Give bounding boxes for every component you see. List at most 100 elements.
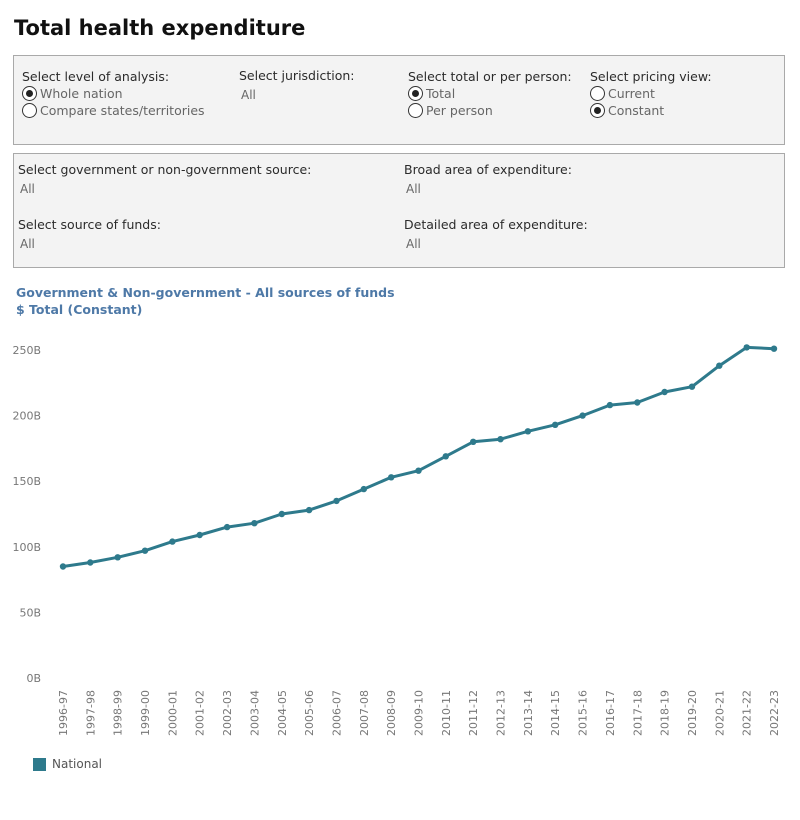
- x-tick-label: 2020-21: [713, 690, 726, 736]
- pricing-view-label: Select pricing view:: [590, 69, 712, 84]
- data-point: [388, 474, 395, 481]
- government-source-label: Select government or non-government sour…: [18, 162, 312, 177]
- data-point: [114, 554, 121, 561]
- radio-whole-nation[interactable]: Whole nation: [22, 85, 205, 102]
- data-point: [141, 547, 149, 554]
- radio-constant[interactable]: Constant: [590, 102, 712, 119]
- jurisdiction-value[interactable]: All: [241, 88, 256, 102]
- data-point: [552, 421, 559, 428]
- x-tick-label: 2005-06: [303, 690, 316, 736]
- x-tick-label: 2014-15: [549, 690, 562, 736]
- legend-swatch: [33, 757, 46, 771]
- detailed-area-value[interactable]: All: [406, 237, 421, 251]
- y-tick-label: 250B: [12, 344, 41, 357]
- data-point: [606, 401, 614, 409]
- source-of-funds-label: Select source of funds:: [18, 217, 161, 232]
- y-tick-label: 0B: [26, 672, 41, 685]
- data-point: [196, 531, 203, 539]
- data-point: [770, 345, 778, 352]
- data-point: [524, 428, 532, 435]
- jurisdiction-label: Select jurisdiction:: [239, 68, 355, 83]
- broad-area-label: Broad area of expenditure:: [404, 162, 572, 177]
- x-tick-label: 2010-11: [440, 690, 453, 736]
- chart-subtitle: $ Total (Constant): [16, 302, 143, 317]
- y-tick-label: 150B: [12, 475, 41, 488]
- radio-total[interactable]: Total: [408, 85, 572, 102]
- radio-current[interactable]: Current: [590, 85, 712, 102]
- radio-icon: [590, 86, 605, 101]
- x-tick-label: 2008-09: [385, 690, 398, 736]
- data-point: [661, 388, 668, 396]
- radio-icon: [22, 86, 37, 101]
- data-point: [59, 563, 67, 570]
- y-tick-label: 100B: [12, 541, 41, 554]
- radio-label: Constant: [608, 103, 665, 118]
- data-point: [634, 399, 641, 406]
- government-source-value[interactable]: All: [20, 182, 35, 196]
- data-point: [688, 383, 696, 390]
- radio-compare-states[interactable]: Compare states/territories: [22, 102, 205, 119]
- x-tick-label: 2018-19: [659, 690, 672, 736]
- radio-icon: [408, 103, 423, 118]
- chart-title: Government & Non-government - All source…: [16, 285, 395, 300]
- data-point: [470, 438, 477, 445]
- pricing-view-control: Select pricing view: Current Constant: [590, 69, 712, 119]
- x-tick-label: 1998-99: [112, 690, 125, 736]
- x-tick-label: 2011-12: [467, 690, 480, 736]
- x-tick-label: 2004-05: [276, 690, 289, 736]
- x-tick-label: 2013-14: [522, 690, 535, 736]
- x-tick-label: 2017-18: [631, 690, 644, 736]
- source-of-funds-value[interactable]: All: [20, 237, 35, 251]
- radio-label: Whole nation: [40, 86, 123, 101]
- detailed-area-label: Detailed area of expenditure:: [404, 217, 588, 232]
- x-tick-label: 2021-22: [741, 690, 754, 736]
- x-tick-label: 2001-02: [194, 690, 207, 736]
- radio-icon: [408, 86, 423, 101]
- x-tick-label: 1999-00: [139, 690, 152, 736]
- x-tick-label: 2007-08: [358, 690, 371, 736]
- data-point: [579, 412, 586, 419]
- government-source-control[interactable]: Select government or non-government sour…: [18, 162, 311, 196]
- radio-label: Current: [608, 86, 655, 101]
- data-point: [415, 467, 422, 474]
- y-tick-label: 50B: [19, 606, 41, 619]
- data-point: [360, 485, 367, 493]
- y-tick-label: 200B: [12, 410, 41, 423]
- data-point: [223, 523, 231, 531]
- x-tick-label: 2016-17: [604, 690, 617, 736]
- data-point: [278, 510, 285, 518]
- data-point: [716, 362, 723, 369]
- x-tick-label: 2019-20: [686, 690, 699, 736]
- x-tick-label: 2003-04: [248, 690, 261, 736]
- data-point: [305, 506, 313, 514]
- broad-area-value[interactable]: All: [406, 182, 421, 196]
- source-of-funds-control[interactable]: Select source of funds: All: [18, 217, 161, 251]
- jurisdiction-control[interactable]: Select jurisdiction: All: [239, 68, 355, 102]
- filter-panel-bottom: Select government or non-government sour…: [13, 153, 785, 268]
- legend: National: [33, 757, 102, 771]
- detailed-area-control[interactable]: Detailed area of expenditure: All: [404, 217, 588, 251]
- radio-icon: [590, 103, 605, 118]
- filter-panel-top: Select level of analysis: Whole nation C…: [13, 55, 785, 145]
- series-line-national: [61, 345, 776, 568]
- x-tick-label: 1996-97: [57, 690, 70, 736]
- data-point: [442, 453, 449, 460]
- radio-label: Compare states/territories: [40, 103, 205, 118]
- page-title: Total health expenditure: [14, 16, 306, 40]
- total-per-person-label: Select total or per person:: [408, 69, 572, 84]
- x-tick-label: 2015-16: [577, 690, 590, 736]
- level-of-analysis-control: Select level of analysis: Whole nation C…: [22, 69, 205, 119]
- data-point: [497, 436, 504, 443]
- x-tick-label: 2006-07: [330, 690, 343, 736]
- radio-per-person[interactable]: Per person: [408, 102, 572, 119]
- data-point: [169, 538, 176, 545]
- radio-label: Per person: [426, 103, 493, 118]
- x-tick-label: 2002-03: [221, 690, 234, 736]
- radio-icon: [22, 103, 37, 118]
- data-point: [743, 344, 750, 351]
- broad-area-control[interactable]: Broad area of expenditure: All: [404, 162, 572, 196]
- radio-label: Total: [426, 86, 456, 101]
- line-chart: 0B 50B 100B 150B 200B 250B 1996-97 1997-98 1998-…: [12, 344, 781, 736]
- legend-label: National: [52, 757, 103, 771]
- x-tick-label: 1997-98: [84, 690, 97, 736]
